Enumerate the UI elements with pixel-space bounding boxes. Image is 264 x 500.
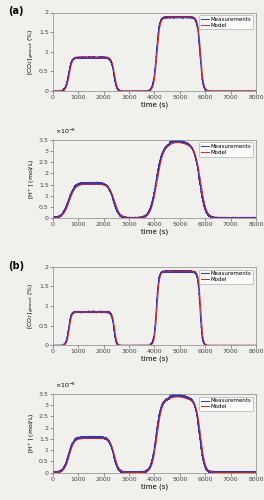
Text: $\times10^{-6}$: $\times10^{-6}$ [55, 126, 76, 136]
Model [254, 470, 258, 476]
Measurements [173, 391, 176, 397]
Measurements [125, 342, 128, 348]
Line: Measurements: Measurements [53, 140, 256, 218]
Measurements [180, 393, 183, 399]
Legend: Measurements, Model: Measurements, Model [199, 142, 253, 156]
Model [125, 342, 128, 348]
Model [180, 268, 183, 274]
Model [176, 394, 179, 400]
Model [172, 268, 175, 274]
Measurements [172, 392, 175, 398]
Measurements [254, 88, 258, 94]
Model [213, 342, 216, 348]
Measurements [62, 342, 65, 348]
Measurements [213, 470, 216, 476]
X-axis label: time (s): time (s) [141, 228, 168, 235]
Measurements [254, 215, 258, 221]
Model [213, 470, 216, 476]
Text: (a): (a) [8, 6, 23, 16]
Line: Measurements: Measurements [53, 394, 256, 472]
Measurements [51, 342, 54, 348]
Measurements [62, 210, 65, 216]
Measurements [213, 342, 216, 348]
Model [178, 14, 181, 20]
Model [172, 140, 175, 146]
Model [176, 140, 179, 145]
Model [62, 467, 65, 473]
Measurements [51, 215, 54, 221]
Line: Measurements: Measurements [53, 270, 256, 345]
Model [172, 394, 175, 400]
Model [180, 14, 183, 20]
Line: Model: Model [53, 142, 256, 218]
Measurements [62, 88, 65, 94]
Model [202, 196, 205, 202]
Model [254, 215, 258, 221]
Model [51, 342, 54, 348]
Model [125, 214, 128, 220]
Model [51, 88, 54, 94]
Measurements [202, 340, 205, 345]
Line: Model: Model [53, 397, 256, 472]
Y-axis label: [H$^+$] (mol/L): [H$^+$] (mol/L) [27, 158, 37, 199]
Y-axis label: [CO$_2$]$_{gasout}$ (%): [CO$_2$]$_{gasout}$ (%) [27, 283, 37, 330]
Model [51, 215, 54, 221]
Model [202, 454, 205, 460]
Model [202, 80, 205, 86]
X-axis label: time (s): time (s) [141, 483, 168, 490]
Measurements [180, 138, 183, 144]
Model [62, 212, 65, 218]
Measurements [125, 88, 128, 94]
X-axis label: time (s): time (s) [141, 356, 168, 362]
Model [125, 470, 128, 476]
Line: Model: Model [53, 272, 256, 345]
Text: $\times10^{-6}$: $\times10^{-6}$ [55, 381, 76, 390]
Line: Model: Model [53, 17, 256, 91]
Measurements [174, 137, 177, 143]
Measurements [51, 215, 54, 221]
Measurements [125, 470, 128, 476]
Measurements [254, 342, 258, 348]
Model [213, 88, 216, 94]
Model [172, 14, 175, 20]
Model [125, 88, 128, 94]
Measurements [202, 82, 205, 88]
Measurements [62, 466, 65, 472]
Model [178, 268, 181, 274]
Measurements [213, 215, 216, 221]
Measurements [180, 268, 183, 274]
Model [62, 342, 65, 348]
Measurements [254, 469, 258, 475]
X-axis label: time (s): time (s) [141, 102, 168, 108]
Measurements [51, 88, 54, 94]
Measurements [125, 214, 128, 220]
Measurements [180, 14, 183, 20]
Y-axis label: [H$^+$] (mol/L): [H$^+$] (mol/L) [27, 413, 37, 454]
Model [202, 337, 205, 343]
Measurements [172, 268, 175, 274]
Model [51, 470, 54, 476]
Measurements [51, 469, 54, 475]
Model [62, 88, 65, 94]
Y-axis label: [CO$_2$]$_{gasout}$ (%): [CO$_2$]$_{gasout}$ (%) [27, 28, 37, 75]
Legend: Measurements, Model: Measurements, Model [199, 16, 253, 30]
Measurements [173, 14, 176, 20]
Measurements [202, 459, 205, 465]
Measurements [51, 470, 54, 476]
Model [213, 214, 216, 220]
Measurements [173, 268, 176, 274]
Text: (b): (b) [8, 260, 24, 270]
Measurements [213, 88, 216, 94]
Model [254, 88, 258, 94]
Legend: Measurements, Model: Measurements, Model [199, 397, 253, 411]
Measurements [172, 138, 175, 144]
Legend: Measurements, Model: Measurements, Model [199, 270, 253, 284]
Measurements [172, 14, 175, 20]
Measurements [116, 342, 120, 348]
Model [180, 394, 183, 400]
Line: Measurements: Measurements [53, 16, 256, 91]
Model [254, 342, 258, 348]
Measurements [202, 201, 205, 207]
Model [180, 140, 183, 146]
